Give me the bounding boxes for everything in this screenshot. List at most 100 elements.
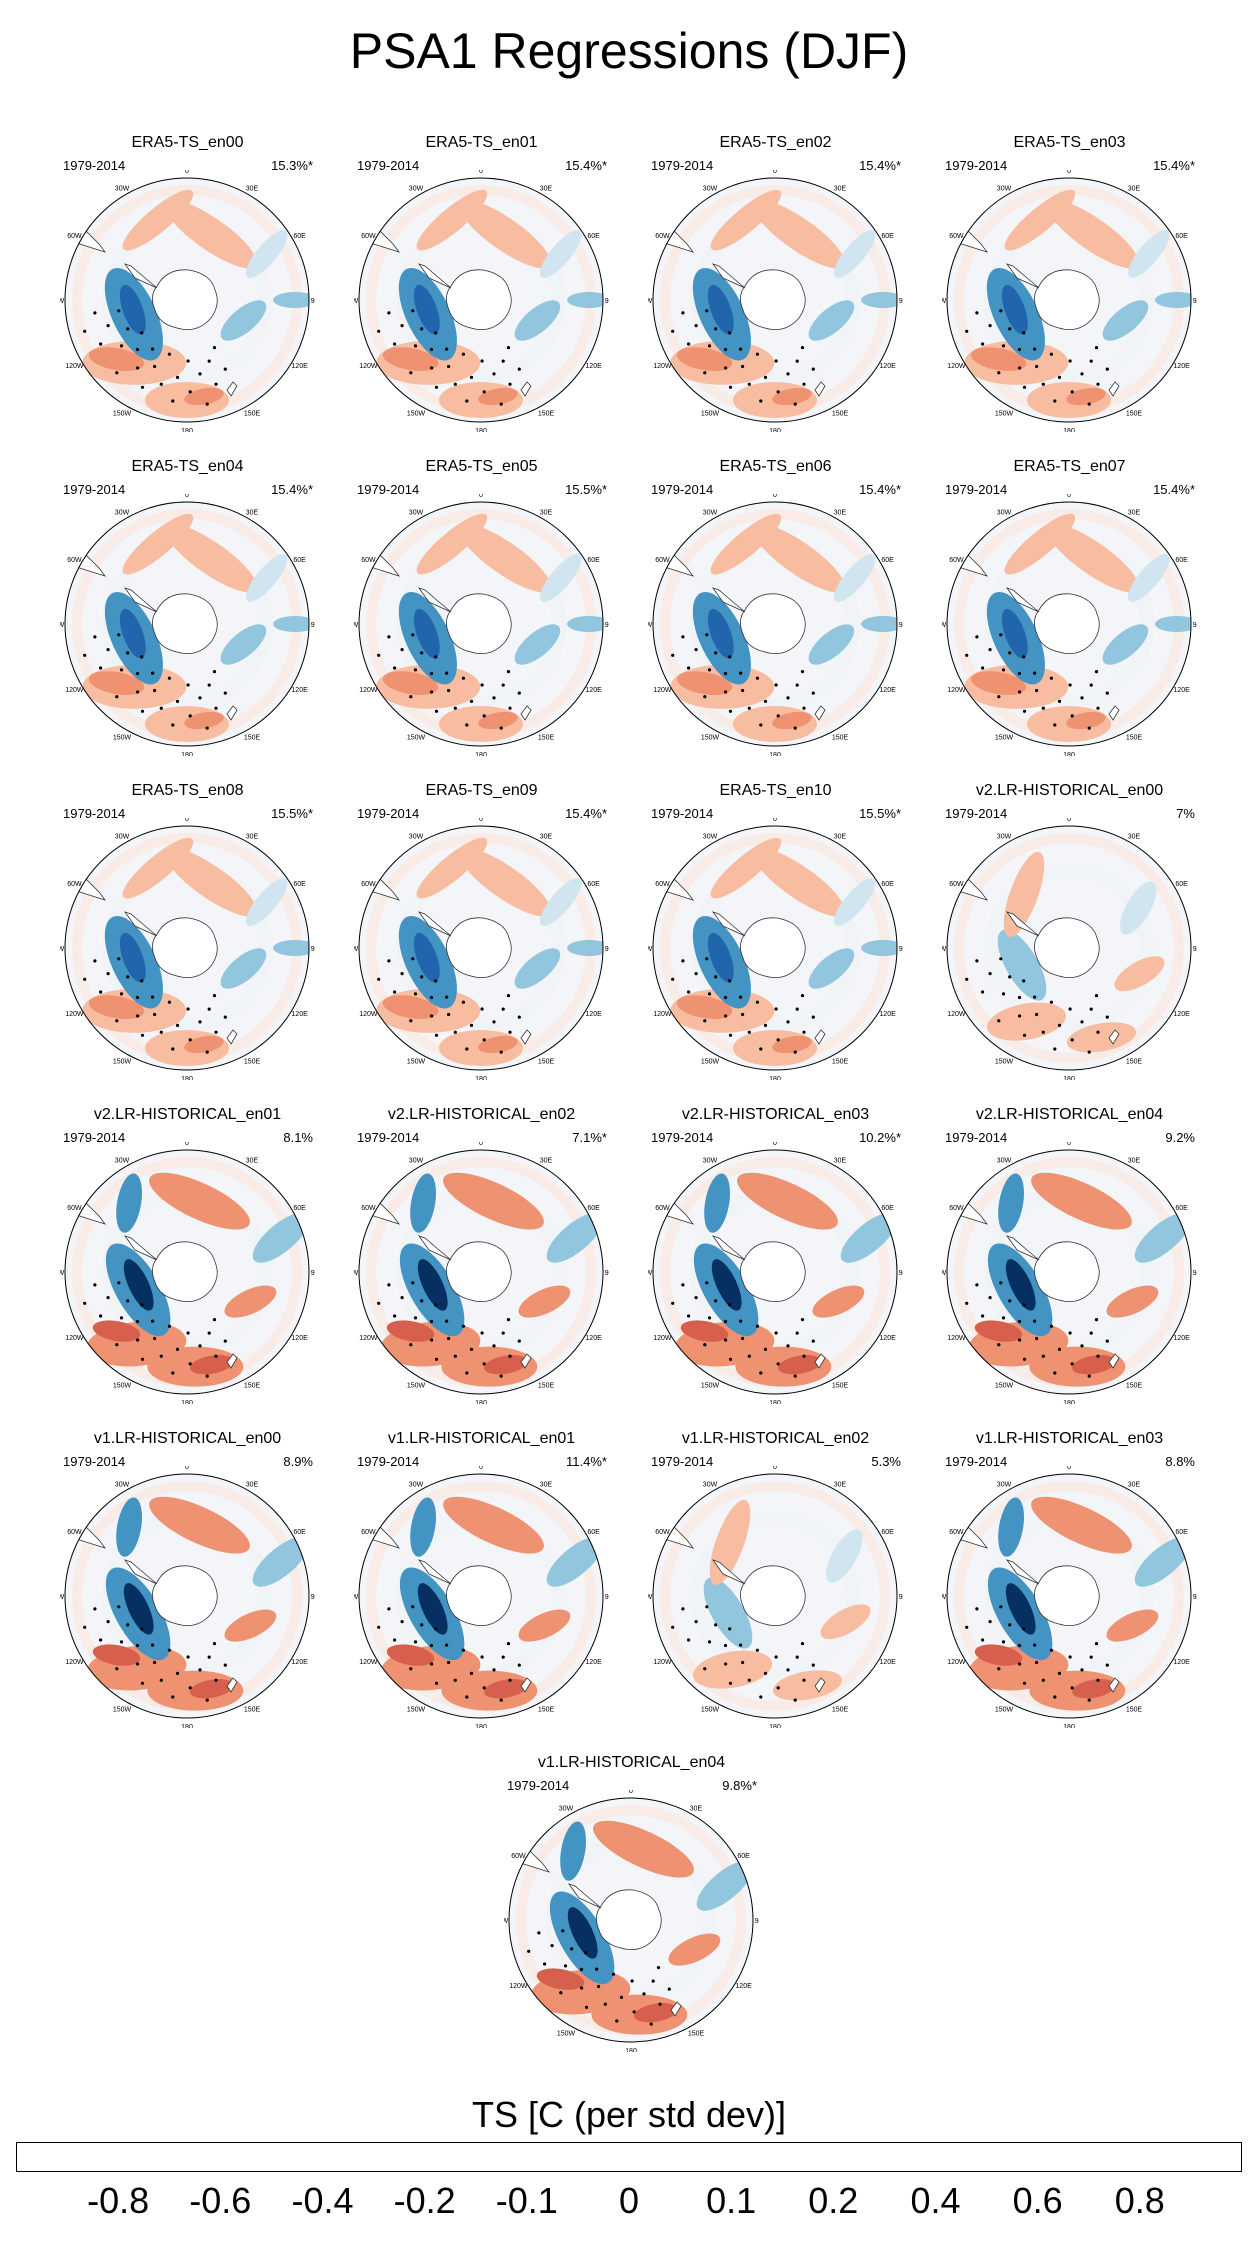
significance-dot	[207, 683, 211, 687]
longitude-label: 90W	[60, 1594, 65, 1601]
significance-dot	[117, 1605, 121, 1609]
significance-dot	[501, 1655, 505, 1659]
significance-dot	[506, 994, 511, 998]
anomaly-contour	[703, 1577, 753, 1649]
significance-dot	[703, 371, 707, 375]
panel-period: 1979-2014	[357, 158, 420, 173]
longitude-label: 150W	[407, 411, 426, 418]
significance-dot	[1057, 1671, 1062, 1675]
anomaly-contour	[514, 948, 561, 989]
longitude-label: 120W	[947, 1659, 966, 1666]
significance-dot	[400, 324, 404, 328]
anomaly-contour	[518, 1609, 571, 1642]
significance-dot	[501, 1331, 505, 1335]
antarctic-peninsula	[711, 1559, 746, 1585]
significance-dot	[140, 709, 145, 713]
new-zealand-landmass	[814, 1353, 826, 1369]
anomaly-contour	[707, 284, 734, 335]
longitude-label: 30E	[246, 833, 259, 840]
significance-dot	[188, 1686, 192, 1690]
longitude-label: 150W	[557, 2031, 576, 2038]
significance-dot	[1022, 979, 1026, 983]
significance-dot	[1057, 1023, 1062, 1027]
anomaly-contour	[410, 1173, 437, 1233]
significance-dot	[681, 311, 685, 315]
significance-dot	[420, 651, 424, 655]
significance-dot	[965, 653, 969, 657]
anomaly-contour	[974, 1320, 1023, 1342]
significance-dot	[707, 668, 712, 672]
longitude-label: 180	[475, 428, 487, 432]
significance-dot	[786, 1020, 790, 1024]
significance-dot	[1018, 366, 1022, 370]
panel-variance-pct: 7.1%*	[572, 1130, 607, 1145]
significance-dot	[1008, 1623, 1012, 1627]
longitude-label: 60W	[949, 557, 964, 564]
panel-period: 1979-2014	[357, 1454, 420, 1469]
significance-dot	[658, 2002, 662, 2006]
new-zealand-landmass	[814, 381, 826, 397]
significance-dot	[584, 1951, 588, 1955]
anomaly-contour	[245, 878, 288, 926]
significance-dot	[434, 655, 438, 659]
antarctic-peninsula	[417, 587, 452, 613]
significance-dot	[506, 1318, 511, 1322]
significance-dot	[434, 385, 439, 389]
significance-dot	[212, 346, 217, 350]
polar-map: 0 30E 60E 90E 120E 150E 180 150W 120W 90W 60W 30W	[942, 494, 1197, 756]
anomaly-contour	[772, 387, 812, 406]
map-boundary	[358, 501, 604, 747]
significance-dot	[153, 1660, 157, 1665]
anomaly-contour	[252, 1212, 309, 1263]
longitude-label: 120W	[65, 363, 84, 370]
significance-dot	[694, 972, 698, 976]
longitude-label: 120W	[359, 1659, 378, 1666]
longitude-label: 0	[185, 494, 189, 499]
significance-dot	[499, 1374, 503, 1378]
significance-dot	[461, 1324, 465, 1328]
longitude-label: 90W	[60, 622, 65, 629]
significance-dot	[759, 1371, 763, 1375]
significance-dot	[687, 1314, 691, 1318]
anomaly-contour	[634, 2003, 678, 2023]
significance-dot	[776, 1362, 780, 1366]
significance-dot	[1033, 671, 1037, 675]
longitude-label: 120W	[359, 363, 378, 370]
significance-dot	[1008, 975, 1012, 979]
significance-dot	[480, 359, 484, 363]
longitude-label: 150W	[113, 1383, 132, 1390]
anomaly-contour	[514, 300, 561, 341]
significance-dot	[755, 1000, 759, 1004]
antarctica-landmass	[1034, 593, 1100, 655]
antarctic-peninsula	[123, 1235, 158, 1261]
significance-dot	[453, 706, 457, 710]
significance-dot	[465, 399, 469, 403]
longitude-label: 90E	[605, 946, 609, 953]
antarctica-landmass	[152, 1565, 218, 1627]
anomaly-contour	[1106, 1609, 1159, 1642]
longitude-label: 60W	[655, 557, 670, 564]
longitude-label: 150W	[113, 1707, 132, 1714]
significance-dot	[499, 1698, 503, 1702]
new-zealand-landmass	[226, 381, 238, 397]
significance-dot	[997, 1019, 1001, 1023]
longitude-label: 30E	[834, 833, 847, 840]
significance-dot	[517, 1339, 521, 1343]
significance-dot	[461, 1000, 465, 1004]
significance-dot	[714, 1299, 718, 1303]
significance-dot	[580, 1986, 584, 1990]
map-boundary	[64, 177, 310, 423]
significance-dot	[981, 1638, 985, 1642]
longitude-label: 120E	[1173, 1335, 1190, 1342]
longitude-label: 150W	[995, 1383, 1014, 1390]
significance-dot	[1087, 1698, 1091, 1702]
panel-variance-pct: 10.2%*	[859, 1130, 901, 1145]
longitude-label: 60W	[655, 1205, 670, 1212]
significance-dot	[223, 691, 227, 695]
significance-dot	[126, 1623, 130, 1627]
significance-dot	[1017, 1643, 1022, 1648]
polar-map: 0 30E 60E 90E 120E 150E 180 150W 120W 90W 60W 30W	[648, 818, 903, 1080]
significance-dot	[153, 1336, 157, 1341]
anomaly-contour	[539, 230, 582, 278]
anomaly-contour	[752, 200, 845, 269]
